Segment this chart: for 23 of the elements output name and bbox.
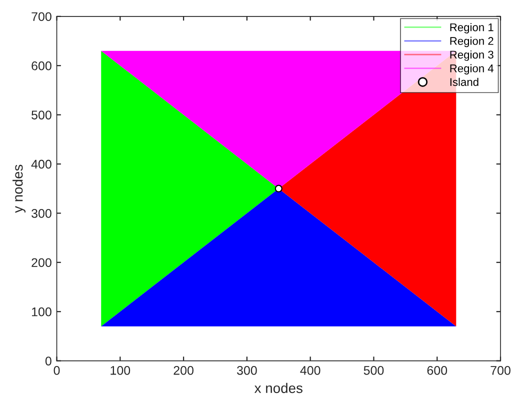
x-tick-label: 200 xyxy=(174,366,194,375)
legend-label: Region 2 xyxy=(450,36,494,48)
x-tick-label: 600 xyxy=(427,366,448,375)
y-axis-title: y nodes xyxy=(12,164,26,213)
x-tick-label: 700 xyxy=(490,366,510,375)
y-tick-label: 200 xyxy=(32,258,52,268)
x-tick-label: 400 xyxy=(300,366,320,375)
x-axis-title: x nodes xyxy=(254,382,302,394)
y-tick-label: 700 xyxy=(32,12,52,22)
legend-label: Island xyxy=(450,78,478,86)
legend-label: Region 1 xyxy=(450,23,494,34)
x-tick-label: 500 xyxy=(364,366,384,375)
y-tick-label: 100 xyxy=(32,307,52,316)
y-tick-label: 0 xyxy=(45,356,52,366)
x-tick-label: 0 xyxy=(54,366,60,375)
x-tick-label: 100 xyxy=(110,366,130,375)
x-tick-label: 300 xyxy=(236,366,257,375)
y-tick-label: 500 xyxy=(32,110,52,120)
y-tick-label: 600 xyxy=(32,61,52,70)
y-tick-label: 300 xyxy=(32,209,52,218)
y-tick-label: 400 xyxy=(31,160,52,169)
legend-label: Region 3 xyxy=(450,50,494,61)
legend-label: Region 4 xyxy=(450,64,494,74)
